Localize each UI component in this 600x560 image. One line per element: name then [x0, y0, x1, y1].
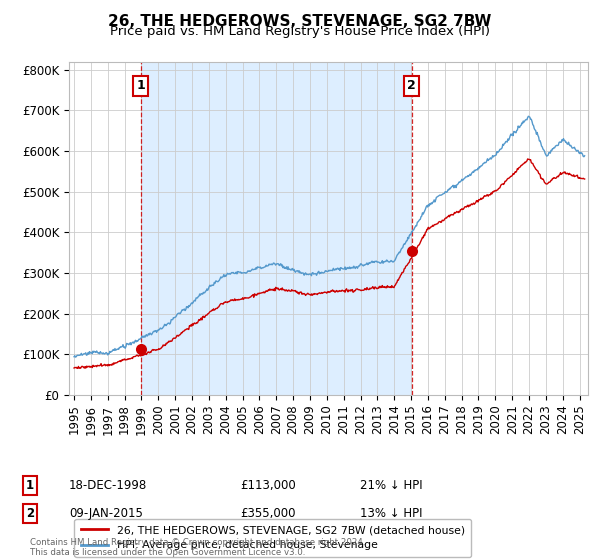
Legend: 26, THE HEDGEROWS, STEVENAGE, SG2 7BW (detached house), HPI: Average price, deta: 26, THE HEDGEROWS, STEVENAGE, SG2 7BW (d…: [74, 519, 471, 557]
Text: 1: 1: [26, 479, 34, 492]
Text: 2: 2: [26, 507, 34, 520]
Text: 18-DEC-1998: 18-DEC-1998: [69, 479, 147, 492]
Text: 26, THE HEDGEROWS, STEVENAGE, SG2 7BW: 26, THE HEDGEROWS, STEVENAGE, SG2 7BW: [109, 14, 491, 29]
Text: 21% ↓ HPI: 21% ↓ HPI: [360, 479, 422, 492]
Text: 1: 1: [136, 80, 145, 92]
Text: £113,000: £113,000: [240, 479, 296, 492]
Text: Price paid vs. HM Land Registry's House Price Index (HPI): Price paid vs. HM Land Registry's House …: [110, 25, 490, 38]
Text: 2: 2: [407, 80, 416, 92]
Text: 09-JAN-2015: 09-JAN-2015: [69, 507, 143, 520]
Text: 13% ↓ HPI: 13% ↓ HPI: [360, 507, 422, 520]
Text: Contains HM Land Registry data © Crown copyright and database right 2024.
This d: Contains HM Land Registry data © Crown c…: [30, 538, 365, 557]
Text: £355,000: £355,000: [240, 507, 296, 520]
Bar: [141, 62, 412, 395]
